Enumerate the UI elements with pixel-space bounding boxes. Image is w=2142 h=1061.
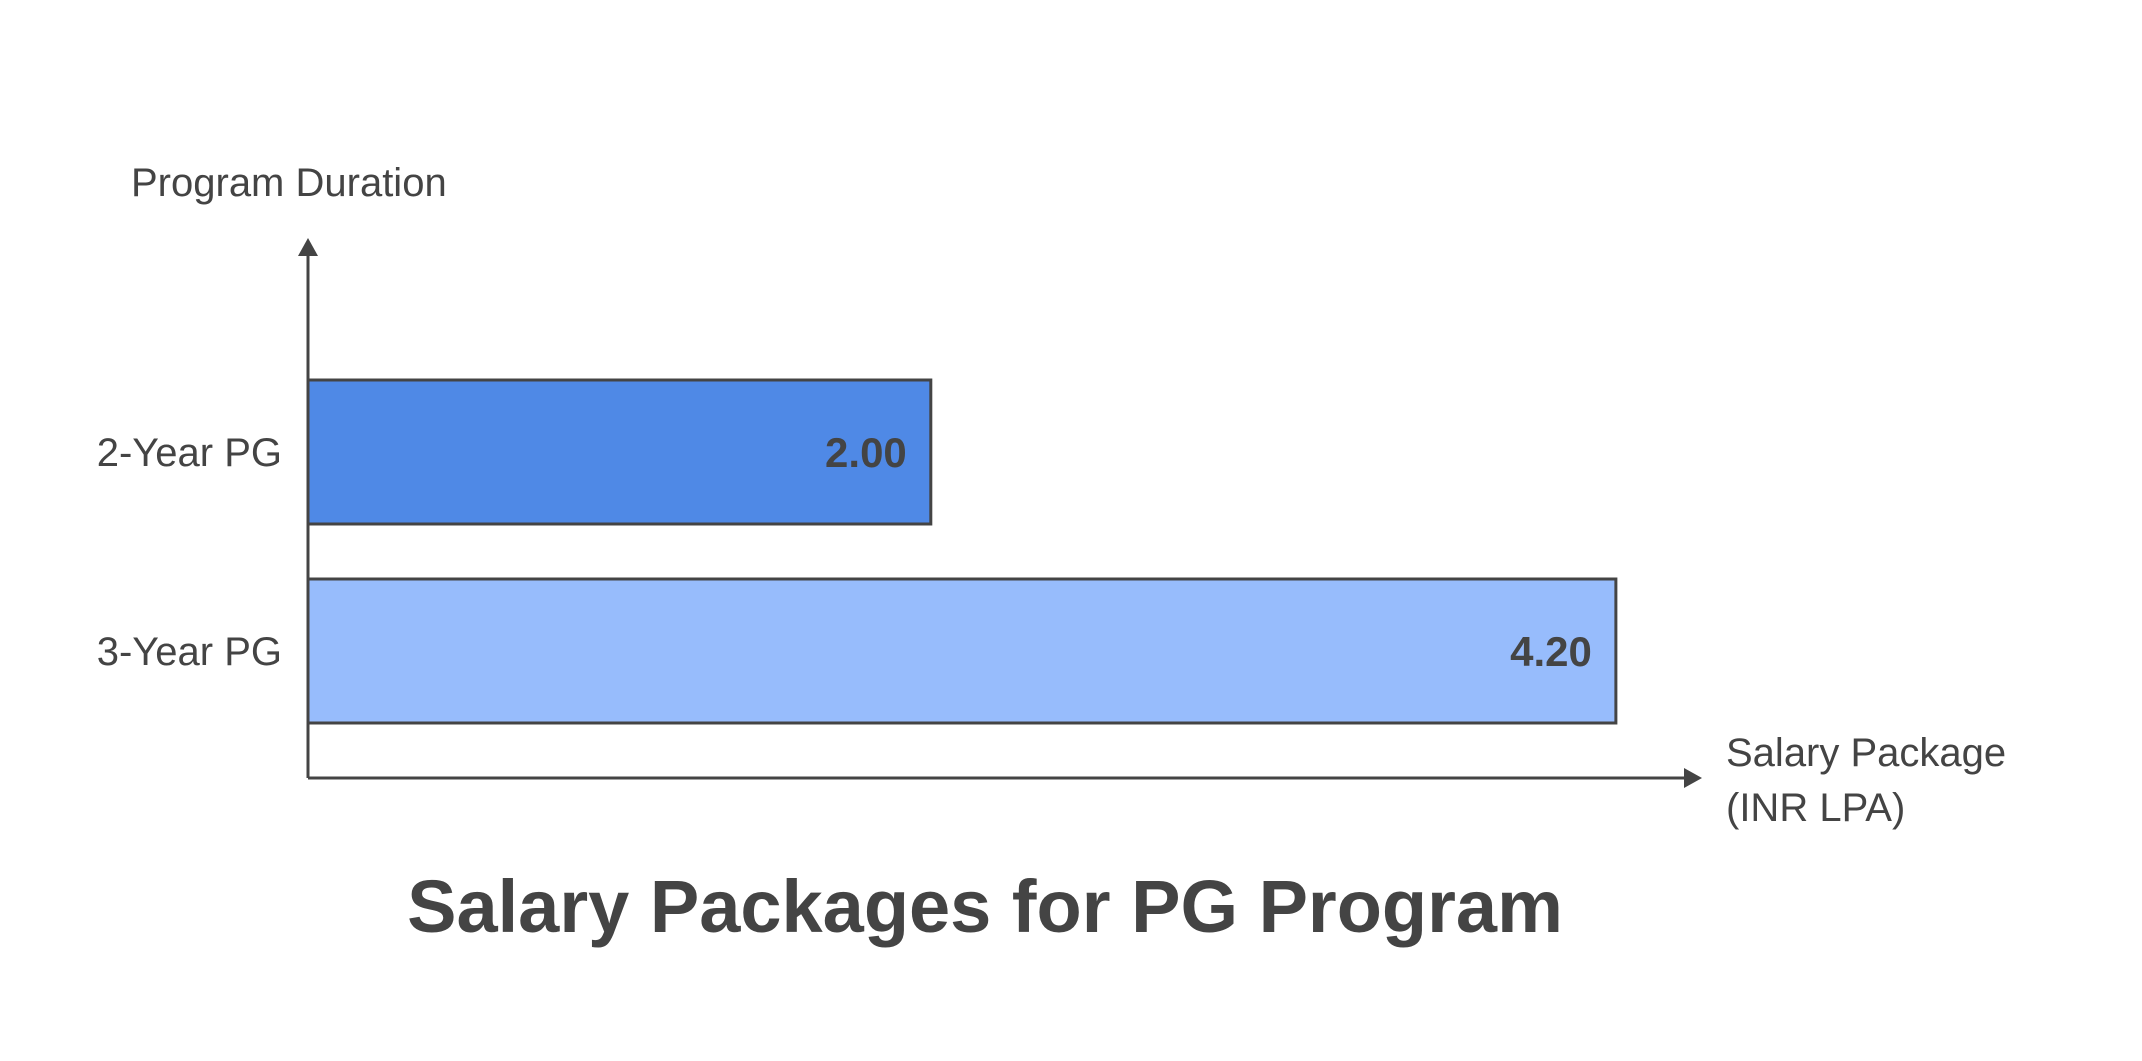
bar-2 — [306, 577, 1618, 725]
bars-layer: 2-Year PG 2.00 3-Year PG 4.20 — [97, 378, 1618, 725]
chart-title: Salary Packages for PG Program — [407, 865, 1563, 948]
value-label-2: 4.20 — [1510, 628, 1592, 675]
x-axis-arrow-icon — [1684, 768, 1702, 788]
category-label-2: 3-Year PG — [97, 630, 282, 674]
x-axis-title: Salary Package (INR LPA) — [1726, 731, 2017, 830]
value-label-1: 2.00 — [825, 429, 907, 476]
x-axis-title-line-1: Salary Package — [1726, 731, 2006, 775]
x-axis-title-line-2: (INR LPA) — [1726, 786, 1905, 830]
y-axis-title: Program Duration — [131, 161, 447, 205]
y-axis-arrow-icon — [298, 238, 318, 256]
bar-1 — [306, 378, 933, 526]
category-label-1: 2-Year PG — [97, 431, 282, 475]
